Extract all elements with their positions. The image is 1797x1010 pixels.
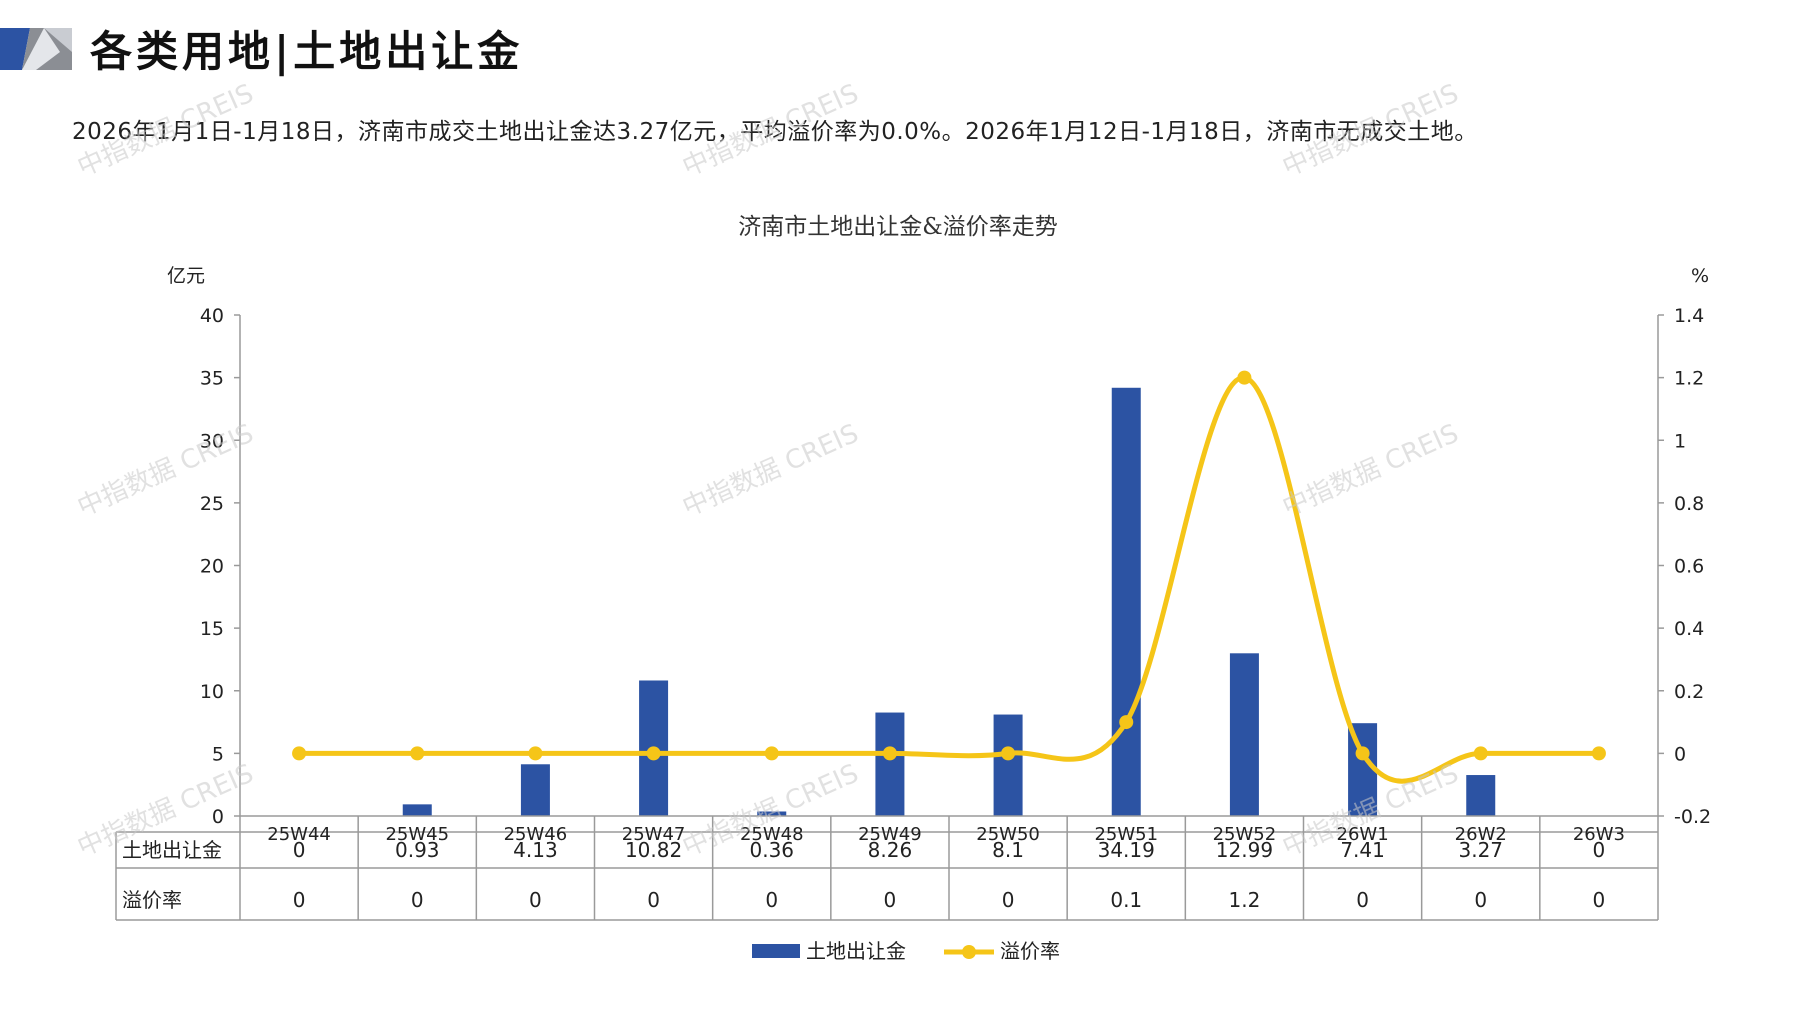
data-label-land-fee: 3.27: [1458, 838, 1503, 862]
left-tick-label: 30: [200, 430, 224, 452]
x-tick-label: 25W44: [267, 824, 331, 845]
bar-25W52: [1229, 653, 1259, 816]
point-25W46: [528, 746, 543, 761]
right-tick-label: -0.2: [1674, 806, 1711, 828]
x-tick-label: 25W50: [976, 824, 1040, 845]
x-tick-label: 25W46: [504, 824, 568, 845]
line-series-premium: [299, 375, 1599, 784]
data-label-land-fee: 8.26: [868, 838, 913, 862]
chart-title: 济南市土地出让金&溢价率走势: [738, 214, 1057, 240]
data-label-premium: 0: [529, 888, 542, 912]
table-row-label-land-fee: 土地出让金: [122, 838, 222, 862]
data-label-land-fee: 4.13: [513, 838, 558, 862]
right-tick-label: 1.4: [1674, 305, 1704, 327]
data-label-premium: 0: [765, 888, 778, 912]
data-label-land-fee: 8.1: [992, 838, 1024, 862]
x-tick-label: 26W3: [1573, 824, 1625, 845]
point-25W52: [1237, 370, 1252, 385]
page-title: 各类用地|土地出让金: [90, 27, 524, 76]
point-25W47: [646, 746, 661, 761]
legend-label-premium: 溢价率: [1000, 939, 1060, 963]
data-label-premium: 0.1: [1110, 888, 1142, 912]
point-25W48: [764, 746, 779, 761]
data-label-premium: 0: [1474, 888, 1487, 912]
data-label-premium: 0: [1593, 888, 1606, 912]
x-tick-label: 25W51: [1094, 824, 1158, 845]
data-label-premium: 0: [411, 888, 424, 912]
right-tick-label: 0.6: [1674, 556, 1704, 578]
left-tick-label: 35: [200, 368, 224, 390]
bar-26W2: [1466, 775, 1496, 816]
right-tick-label: 0.2: [1674, 681, 1704, 703]
left-tick-label: 5: [212, 743, 224, 765]
data-label-premium: 0: [884, 888, 897, 912]
x-tick-label: 26W2: [1455, 824, 1507, 845]
data-label-land-fee: 0.36: [749, 838, 794, 862]
point-25W51: [1119, 715, 1134, 730]
left-tick-label: 40: [200, 305, 224, 327]
left-tick-label: 15: [200, 618, 224, 640]
point-26W1: [1355, 746, 1370, 761]
x-tick-label: 25W45: [385, 824, 449, 845]
bar-25W51: [1111, 387, 1141, 816]
left-axis-unit: 亿元: [167, 265, 205, 287]
bar-25W50: [993, 714, 1023, 816]
data-label-land-fee: 0: [1593, 838, 1606, 862]
legend-swatch-bar: [752, 944, 800, 958]
left-tick-label: 10: [200, 681, 224, 703]
left-tick-label: 25: [200, 493, 224, 515]
x-tick-label: 25W48: [740, 824, 804, 845]
right-tick-label: 1: [1674, 430, 1686, 452]
right-tick-label: 0.8: [1674, 493, 1704, 515]
left-tick-label: 20: [200, 556, 224, 578]
point-25W49: [882, 746, 897, 761]
data-label-land-fee: 12.99: [1216, 838, 1273, 862]
left-tick-label: 0: [212, 806, 224, 828]
data-label-premium: 1.2: [1229, 888, 1261, 912]
point-25W45: [410, 746, 425, 761]
right-axis-unit: %: [1691, 265, 1709, 287]
header-logo: [0, 28, 72, 70]
right-tick-label: 0.4: [1674, 618, 1704, 640]
data-label-premium: 0: [647, 888, 660, 912]
table-row-label-premium: 溢价率: [122, 888, 182, 912]
point-26W2: [1473, 746, 1488, 761]
data-label-land-fee: 0.93: [395, 838, 440, 862]
bar-25W46: [520, 764, 550, 816]
point-25W50: [1001, 746, 1016, 761]
data-label-premium: 0: [293, 888, 306, 912]
x-tick-label: 25W52: [1213, 824, 1277, 845]
data-label-premium: 0: [1356, 888, 1369, 912]
legend-label-land-fee: 土地出让金: [806, 939, 906, 963]
x-tick-label: 26W1: [1337, 824, 1389, 845]
bar-25W48: [757, 811, 787, 816]
bar-25W49: [875, 712, 905, 816]
data-label-land-fee: 34.19: [1098, 838, 1155, 862]
point-26W3: [1591, 746, 1606, 761]
x-tick-label: 25W49: [858, 824, 922, 845]
data-label-premium: 0: [1002, 888, 1015, 912]
bar-25W45: [402, 804, 432, 816]
summary-text: 2026年1月1日-1月18日，济南市成交土地出让金达3.27亿元，平均溢价率为…: [72, 119, 1478, 145]
data-label-land-fee: 7.41: [1340, 838, 1385, 862]
data-label-land-fee: 10.82: [625, 838, 682, 862]
right-tick-label: 0: [1674, 743, 1686, 765]
data-label-land-fee: 0: [293, 838, 306, 862]
x-tick-label: 25W47: [622, 824, 686, 845]
legend-marker: [962, 945, 976, 959]
right-tick-label: 1.2: [1674, 368, 1704, 390]
point-25W44: [292, 746, 307, 761]
